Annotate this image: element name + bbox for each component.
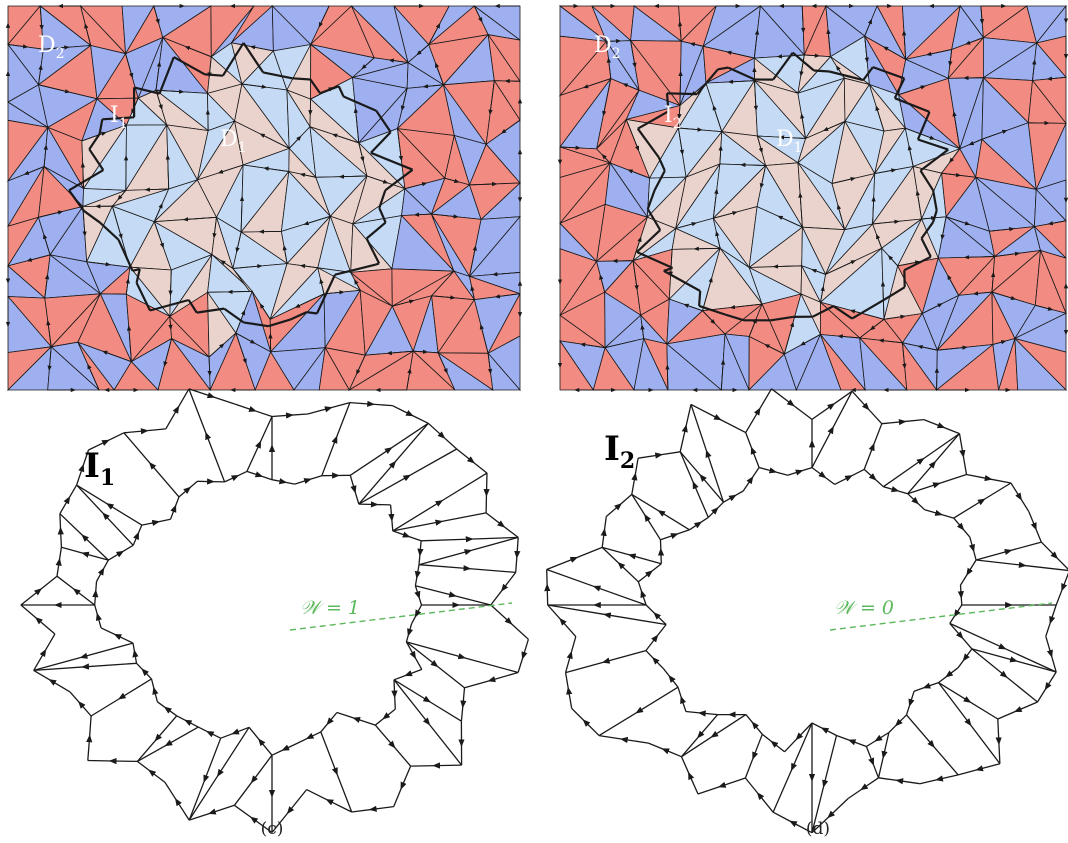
loop-label-i2: I2 [604,429,635,474]
mosaic-tiles-b [558,4,1068,392]
mosaic-panel-b: D2 I2 D1 [557,3,1068,393]
defect-label-d1-b: D1 [776,127,803,156]
defect-label-d2-b: D2 [594,33,621,62]
mosaic-edges-a [5,3,523,393]
winding-line-d [829,602,1053,631]
caption-d: (d) [806,819,830,839]
winding-number-c: 𝒲 = 1 [300,597,360,619]
defect-label-d1-a: D1 [220,127,247,156]
loop-label-i1: I1 [84,446,115,491]
loop-panel-d: 𝒲 = 0 I2 (d) [544,388,1068,839]
winding-line-c [289,602,513,631]
loop-graph-c [20,388,530,834]
defect-label-d2-a: D2 [38,33,65,62]
mosaic-tiles-a [6,4,522,392]
caption-c: (c) [261,819,284,839]
mosaic-edges-b [557,3,1068,393]
island-label-i1-a: I1 [110,103,128,132]
winding-number-d: 𝒲 = 0 [834,597,894,619]
loop-panel-c: 𝒲 = 1 I1 (c) [20,388,530,839]
loop-graph-d [544,388,1068,834]
mosaic-panel-a: D2 I1 D1 [5,3,523,393]
island-label-i2-b: I2 [664,103,682,132]
